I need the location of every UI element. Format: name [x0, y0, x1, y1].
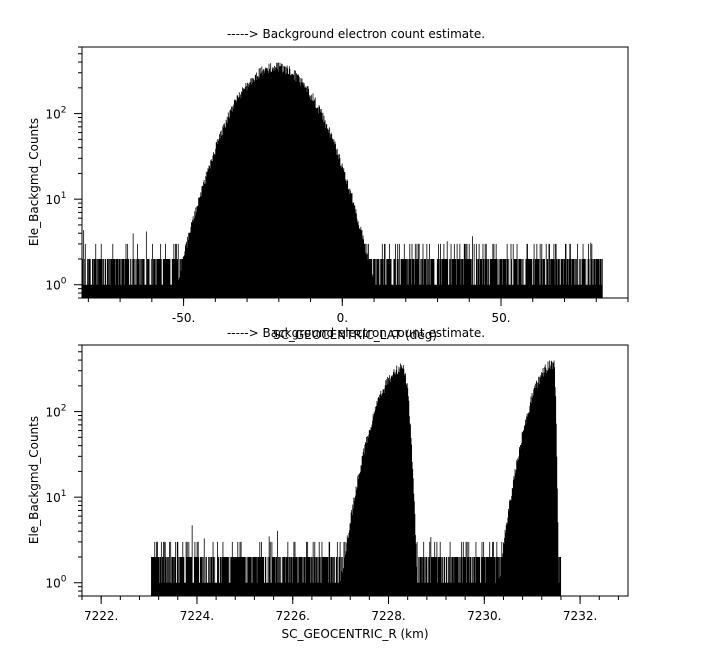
y-tick-label: 101 — [45, 489, 66, 505]
plot-marks-bottom — [151, 360, 562, 596]
x-ticks-bottom: 7222. 7224. 7226. 7228. 7230. 7232. — [81, 596, 619, 623]
x-tick-label: 7222. — [84, 609, 118, 623]
x-tick-label: -50. — [172, 311, 195, 325]
x-tick-label: 7228. — [371, 609, 405, 623]
y-axis-label-bottom: Ele_Backgmd_Counts — [27, 416, 41, 544]
x-axis-label-bottom: SC_GEOCENTRIC_R (km) — [282, 627, 429, 641]
plot-marks-top — [81, 62, 603, 298]
chart-title-top: -----> Background electron count estimat… — [227, 27, 485, 41]
x-axis-label-top: SC_GEOCENTRIC_LAT (deg) — [273, 328, 437, 342]
y-tick-label: 100 — [45, 575, 66, 591]
x-tick-label: 7226. — [276, 609, 310, 623]
y-tick-label: 102 — [45, 404, 66, 420]
x-tick-label: 7232. — [563, 609, 597, 623]
x-tick-label: 7230. — [467, 609, 501, 623]
x-tick-label: 50. — [491, 311, 510, 325]
y-tick-label: 100 — [45, 277, 66, 293]
y-tick-label: 101 — [45, 191, 66, 207]
panel-bottom: -----> Background electron count estimat… — [27, 326, 629, 641]
y-tick-label: 102 — [45, 106, 66, 122]
x-ticks-top: -50. 0. 50. — [87, 298, 629, 325]
y-axis-label-top: Ele_Backgmd_Counts — [27, 118, 41, 246]
y-ticks-top: 100 101 102 — [45, 46, 82, 299]
plot-frame-bottom — [81, 344, 629, 597]
count-spikes — [81, 62, 603, 298]
chart-title-bottom: -----> Background electron count estimat… — [227, 326, 485, 340]
count-spikes — [151, 360, 562, 596]
x-tick-label: 0. — [337, 311, 348, 325]
plot-frame-top — [81, 46, 629, 299]
panel-top: -----> Background electron count estimat… — [27, 27, 629, 342]
y-ticks-bottom: 100 101 102 — [45, 344, 82, 597]
x-tick-label: 7224. — [180, 609, 214, 623]
